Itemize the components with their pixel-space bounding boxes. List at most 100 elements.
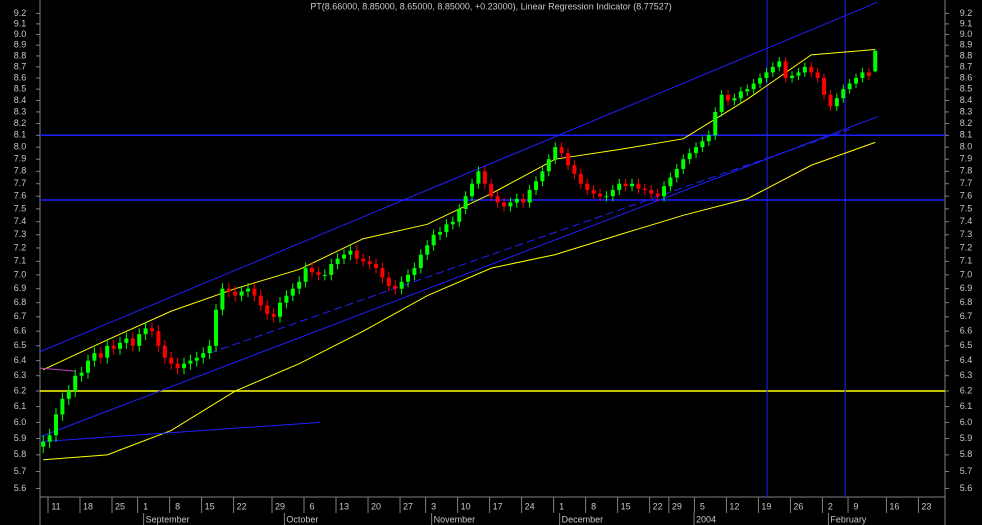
x-tick-label: 25 xyxy=(115,501,125,511)
candle-body xyxy=(815,72,820,78)
y-tick-label-right: 5.9 xyxy=(960,433,973,443)
candle-body xyxy=(841,89,846,99)
candle-body xyxy=(642,188,647,190)
candle-body xyxy=(604,196,609,198)
chart-title: PT(8.66000, 8.85000, 8.65000, 8.85000, +… xyxy=(310,1,672,11)
candle-body xyxy=(54,414,59,436)
candle-body xyxy=(342,254,347,259)
candle-body xyxy=(482,171,487,184)
x-tick-label: 15 xyxy=(621,501,631,511)
candle-body xyxy=(98,353,103,358)
x-tick-label: 12 xyxy=(729,501,739,511)
candle-body xyxy=(246,288,251,292)
candle-body xyxy=(610,189,615,197)
month-label: September xyxy=(146,514,190,524)
candle-body xyxy=(41,441,46,447)
y-tick-label-right: 6.5 xyxy=(960,340,973,350)
candle-body xyxy=(745,89,750,92)
y-tick-label-right: 9.2 xyxy=(960,8,973,18)
x-tick-label: 17 xyxy=(493,501,503,511)
y-tick-label: 8.2 xyxy=(14,118,27,128)
candle-body xyxy=(47,435,52,442)
candle-body xyxy=(566,153,571,166)
candle-body xyxy=(162,345,167,358)
y-tick-label-right: 5.8 xyxy=(960,449,973,459)
y-tick-label: 6.4 xyxy=(14,355,27,365)
y-tick-label-right: 6.3 xyxy=(960,370,973,380)
x-tick-label: 16 xyxy=(889,501,899,511)
x-tick-label: 29 xyxy=(672,501,682,511)
y-tick-label: 8.8 xyxy=(14,50,27,60)
candle-body xyxy=(450,221,455,225)
y-tick-label-right: 7.9 xyxy=(960,154,973,164)
candle-body xyxy=(412,268,417,275)
candle-body xyxy=(233,291,238,296)
y-tick-label-right: 9.0 xyxy=(960,29,973,39)
candle-body xyxy=(687,153,692,160)
candle-body xyxy=(738,91,743,99)
y-tick-label: 8.1 xyxy=(14,130,27,140)
month-label: 2004 xyxy=(696,514,716,524)
y-tick-label-right: 8.1 xyxy=(960,130,973,140)
candle-body xyxy=(399,281,404,289)
candle-body xyxy=(310,268,315,273)
month-label: February xyxy=(830,514,867,524)
candle-body xyxy=(386,277,391,286)
candle-body xyxy=(137,334,142,346)
y-tick-label: 6.2 xyxy=(14,385,27,395)
x-tick-label: 1 xyxy=(143,501,148,511)
y-tick-label: 7.2 xyxy=(14,242,27,252)
candle-body xyxy=(194,357,199,361)
candle-body xyxy=(143,328,148,335)
candle-body xyxy=(508,202,513,207)
candle-body xyxy=(86,360,91,373)
candle-body xyxy=(354,250,359,259)
x-tick-label: 26 xyxy=(793,501,803,511)
candle-body xyxy=(873,50,878,72)
candle-body xyxy=(92,353,97,361)
candle-body xyxy=(438,232,443,235)
candle-body xyxy=(495,196,500,203)
x-tick-label: 13 xyxy=(339,501,349,511)
candle-body xyxy=(694,147,699,154)
y-tick-label-right: 8.6 xyxy=(960,72,973,82)
candle-body xyxy=(854,77,859,84)
y-tick-label-right: 8.2 xyxy=(960,118,973,128)
x-tick-label: 11 xyxy=(51,501,60,511)
candle-body xyxy=(348,250,353,255)
candle-body xyxy=(214,309,219,346)
x-tick-label: 8 xyxy=(591,501,596,511)
y-tick-label: 5.8 xyxy=(14,449,27,459)
x-tick-label: 29 xyxy=(275,501,285,511)
candle-body xyxy=(124,338,129,343)
candle-body xyxy=(457,208,462,222)
y-tick-label: 5.6 xyxy=(14,483,27,493)
candle-body xyxy=(316,272,321,275)
candle-body xyxy=(822,77,827,95)
candle-body xyxy=(546,159,551,172)
candle-body xyxy=(431,234,436,246)
x-tick-label: 1 xyxy=(559,501,564,511)
candle-body xyxy=(284,295,289,303)
candle-body xyxy=(527,189,532,203)
y-tick-label-right: 7.8 xyxy=(960,166,973,176)
y-tick-label: 8.9 xyxy=(14,40,27,50)
candle-body xyxy=(79,372,84,376)
y-tick-label: 8.5 xyxy=(14,84,27,94)
y-tick-label-right: 6.6 xyxy=(960,326,973,336)
y-tick-label: 8.6 xyxy=(14,72,27,82)
candle-body xyxy=(662,186,667,197)
candle-body xyxy=(700,141,705,148)
candle-body xyxy=(329,264,334,275)
candle-body xyxy=(290,288,295,296)
y-tick-label: 6.9 xyxy=(14,283,27,293)
candle-body xyxy=(297,281,302,289)
candle-body xyxy=(674,168,679,178)
y-tick-label-right: 7.1 xyxy=(960,256,973,266)
candle-body xyxy=(713,111,718,136)
indicator-line xyxy=(43,141,876,461)
candle-body xyxy=(540,171,545,182)
candle-body xyxy=(777,61,782,67)
candle-body xyxy=(655,193,660,197)
